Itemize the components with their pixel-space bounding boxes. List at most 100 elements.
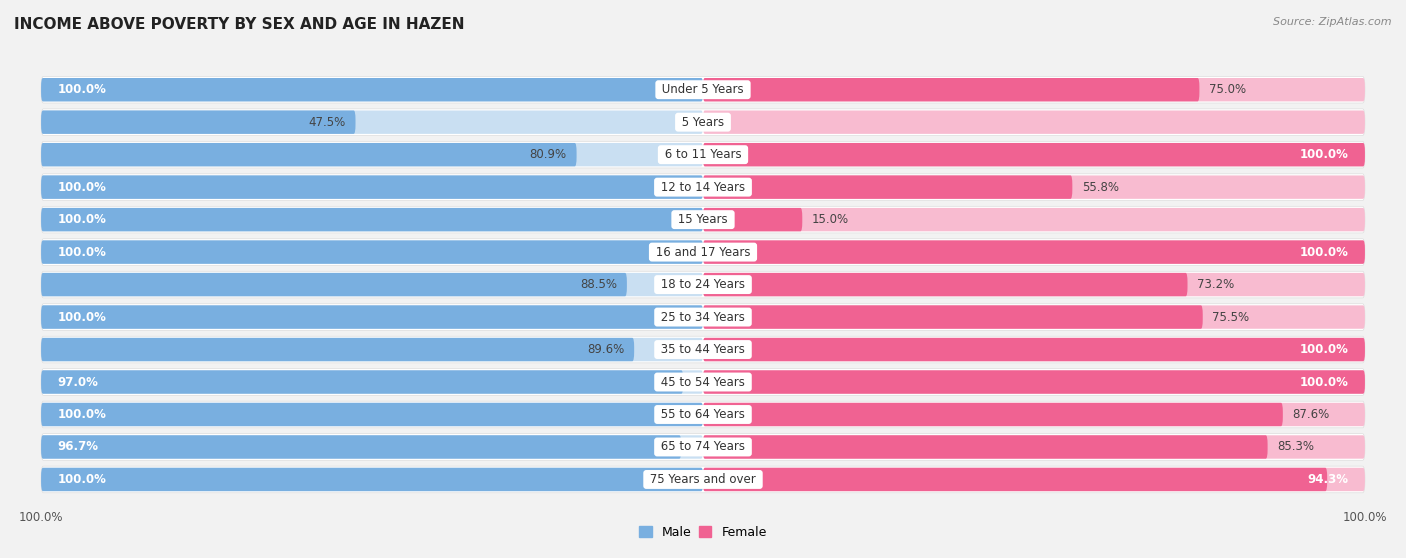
Text: 100.0%: 100.0% — [58, 181, 107, 194]
FancyBboxPatch shape — [703, 143, 1365, 166]
Text: 15.0%: 15.0% — [813, 213, 849, 226]
Text: 89.6%: 89.6% — [588, 343, 624, 356]
FancyBboxPatch shape — [41, 369, 1365, 395]
FancyBboxPatch shape — [41, 240, 703, 264]
FancyBboxPatch shape — [41, 403, 703, 426]
FancyBboxPatch shape — [703, 338, 1365, 361]
FancyBboxPatch shape — [41, 76, 1365, 103]
FancyBboxPatch shape — [41, 336, 1365, 363]
Text: 73.2%: 73.2% — [1198, 278, 1234, 291]
FancyBboxPatch shape — [41, 434, 1365, 460]
FancyBboxPatch shape — [41, 174, 1365, 200]
Text: 75.0%: 75.0% — [1209, 83, 1246, 96]
Text: 18 to 24 Years: 18 to 24 Years — [657, 278, 749, 291]
FancyBboxPatch shape — [703, 305, 1365, 329]
FancyBboxPatch shape — [703, 371, 1365, 394]
Text: 88.5%: 88.5% — [581, 278, 617, 291]
Text: 100.0%: 100.0% — [58, 83, 107, 96]
FancyBboxPatch shape — [41, 468, 703, 491]
FancyBboxPatch shape — [703, 403, 1365, 426]
FancyBboxPatch shape — [703, 175, 1073, 199]
Text: 75 Years and over: 75 Years and over — [647, 473, 759, 486]
Text: 47.5%: 47.5% — [308, 116, 346, 129]
Text: 55 to 64 Years: 55 to 64 Years — [657, 408, 749, 421]
FancyBboxPatch shape — [703, 435, 1268, 459]
FancyBboxPatch shape — [41, 273, 703, 296]
FancyBboxPatch shape — [41, 141, 1365, 168]
FancyBboxPatch shape — [703, 78, 1365, 102]
FancyBboxPatch shape — [41, 110, 356, 134]
FancyBboxPatch shape — [41, 240, 703, 264]
FancyBboxPatch shape — [41, 435, 681, 459]
Text: 35 to 44 Years: 35 to 44 Years — [657, 343, 749, 356]
FancyBboxPatch shape — [703, 110, 1365, 134]
FancyBboxPatch shape — [41, 468, 703, 491]
FancyBboxPatch shape — [703, 403, 1282, 426]
FancyBboxPatch shape — [41, 208, 703, 232]
FancyBboxPatch shape — [41, 175, 703, 199]
FancyBboxPatch shape — [41, 401, 1365, 428]
FancyBboxPatch shape — [41, 304, 1365, 330]
Text: 100.0%: 100.0% — [1299, 343, 1348, 356]
FancyBboxPatch shape — [703, 435, 1365, 459]
Text: 100.0%: 100.0% — [58, 473, 107, 486]
FancyBboxPatch shape — [41, 175, 703, 199]
FancyBboxPatch shape — [41, 305, 703, 329]
Text: 97.0%: 97.0% — [58, 376, 98, 388]
Text: 5 Years: 5 Years — [678, 116, 728, 129]
FancyBboxPatch shape — [703, 273, 1188, 296]
FancyBboxPatch shape — [41, 273, 627, 296]
Text: 75.5%: 75.5% — [1212, 311, 1250, 324]
FancyBboxPatch shape — [41, 143, 703, 166]
Text: 100.0%: 100.0% — [1299, 376, 1348, 388]
Text: 100.0%: 100.0% — [58, 311, 107, 324]
Text: 12 to 14 Years: 12 to 14 Years — [657, 181, 749, 194]
Text: 100.0%: 100.0% — [58, 246, 107, 258]
FancyBboxPatch shape — [41, 435, 703, 459]
Text: 94.3%: 94.3% — [1308, 473, 1348, 486]
FancyBboxPatch shape — [41, 239, 1365, 266]
Text: Under 5 Years: Under 5 Years — [658, 83, 748, 96]
FancyBboxPatch shape — [41, 78, 703, 102]
FancyBboxPatch shape — [41, 206, 1365, 233]
FancyBboxPatch shape — [703, 338, 1365, 361]
Text: 65 to 74 Years: 65 to 74 Years — [657, 440, 749, 454]
FancyBboxPatch shape — [703, 371, 1365, 394]
FancyBboxPatch shape — [41, 371, 703, 394]
FancyBboxPatch shape — [703, 175, 1365, 199]
Text: 80.9%: 80.9% — [530, 148, 567, 161]
FancyBboxPatch shape — [41, 110, 703, 134]
FancyBboxPatch shape — [703, 208, 803, 232]
Text: 6 to 11 Years: 6 to 11 Years — [661, 148, 745, 161]
FancyBboxPatch shape — [41, 403, 703, 426]
FancyBboxPatch shape — [41, 338, 634, 361]
FancyBboxPatch shape — [703, 468, 1327, 491]
FancyBboxPatch shape — [703, 240, 1365, 264]
Text: 16 and 17 Years: 16 and 17 Years — [652, 246, 754, 258]
FancyBboxPatch shape — [41, 338, 703, 361]
FancyBboxPatch shape — [41, 305, 703, 329]
Text: 87.6%: 87.6% — [1292, 408, 1330, 421]
FancyBboxPatch shape — [703, 468, 1365, 491]
Text: 100.0%: 100.0% — [58, 213, 107, 226]
FancyBboxPatch shape — [41, 208, 703, 232]
FancyBboxPatch shape — [41, 109, 1365, 136]
Text: 15 Years: 15 Years — [675, 213, 731, 226]
Text: 100.0%: 100.0% — [58, 408, 107, 421]
FancyBboxPatch shape — [703, 305, 1202, 329]
Text: 96.7%: 96.7% — [58, 440, 98, 454]
Text: 45 to 54 Years: 45 to 54 Years — [657, 376, 749, 388]
FancyBboxPatch shape — [41, 271, 1365, 298]
FancyBboxPatch shape — [41, 371, 683, 394]
Text: 25 to 34 Years: 25 to 34 Years — [657, 311, 749, 324]
FancyBboxPatch shape — [41, 466, 1365, 493]
FancyBboxPatch shape — [41, 143, 576, 166]
FancyBboxPatch shape — [41, 78, 703, 102]
Text: 100.0%: 100.0% — [1299, 148, 1348, 161]
FancyBboxPatch shape — [703, 143, 1365, 166]
Text: 55.8%: 55.8% — [1083, 181, 1119, 194]
FancyBboxPatch shape — [703, 208, 1365, 232]
Legend: Male, Female: Male, Female — [634, 521, 772, 544]
FancyBboxPatch shape — [703, 273, 1365, 296]
Text: Source: ZipAtlas.com: Source: ZipAtlas.com — [1274, 17, 1392, 27]
